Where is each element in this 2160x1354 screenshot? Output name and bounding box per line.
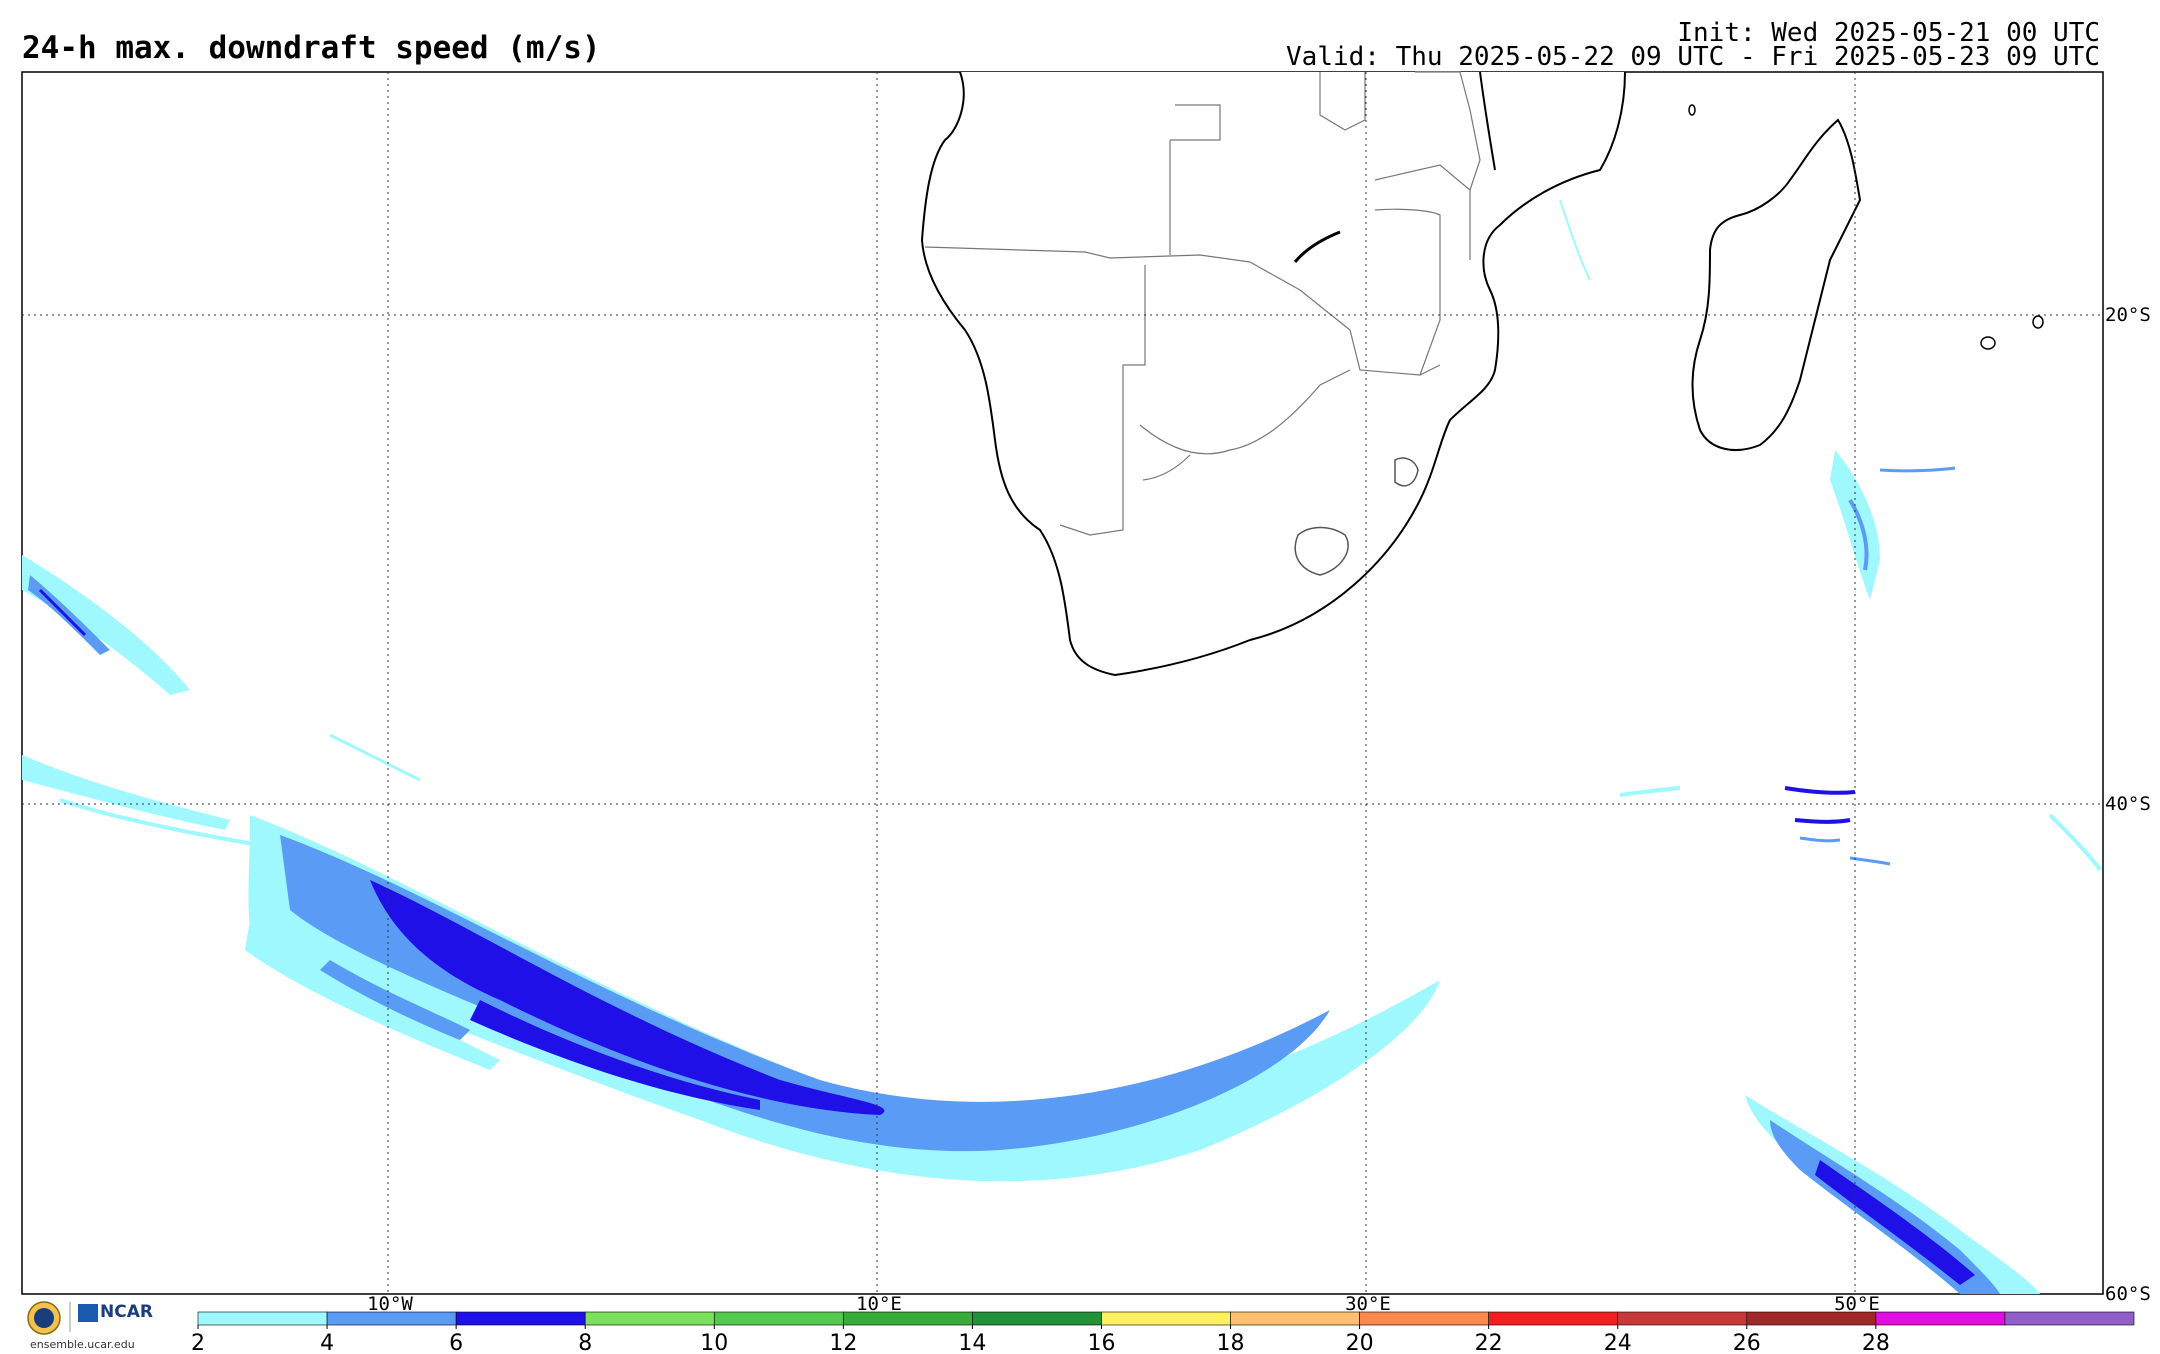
colorbar: 2 4 6 8 10 12 14 16 18 20 22 24 26 28 xyxy=(191,1311,2135,1354)
lake-kariba xyxy=(1293,230,1341,263)
lon-labels: 10°W 10°E 30°E 50°E xyxy=(367,1293,1880,1315)
chart-title: 24-h max. downdraft speed (m/s) xyxy=(22,30,601,66)
colorbar-tick-label: 2 xyxy=(191,1331,205,1354)
colorbar-segment xyxy=(1488,1311,1619,1326)
lesotho-border xyxy=(1294,526,1349,576)
lat-label: 60°S xyxy=(2105,1283,2151,1305)
colorbar-segment xyxy=(197,1311,328,1326)
mauritius-island xyxy=(2032,315,2044,329)
colorbar-tick-label: 16 xyxy=(1087,1331,1115,1354)
colorbar-segment xyxy=(713,1311,844,1326)
colorbar-tick-label: 10 xyxy=(700,1331,728,1354)
colorbar-tick-label: 8 xyxy=(578,1331,592,1354)
colorbar-tick-label: 14 xyxy=(958,1331,986,1354)
downdraft-band-southeast xyxy=(1745,1095,2040,1294)
downdraft-streaks-east xyxy=(984,78,2102,872)
graticule xyxy=(22,72,2103,1294)
colorbar-tick-label: 12 xyxy=(829,1331,857,1354)
lon-label: 10°W xyxy=(367,1293,413,1315)
eswatini-border xyxy=(1394,457,1419,487)
colorbar-tick-label: 26 xyxy=(1733,1331,1761,1354)
colorbar-segment xyxy=(972,1311,1102,1326)
branding-url: ensemble.ucar.edu xyxy=(30,1338,135,1351)
africa-coastline xyxy=(920,71,1626,677)
nsf-logo xyxy=(27,1301,98,1335)
colorbar-segment xyxy=(1230,1311,1360,1326)
colorbar-tick-label: 6 xyxy=(449,1331,463,1354)
colorbar-segment xyxy=(843,1311,973,1326)
lon-label: 50°E xyxy=(1834,1293,1880,1315)
colorbar-tick-label: 24 xyxy=(1604,1331,1632,1354)
colorbar-tick-label: 22 xyxy=(1475,1331,1503,1354)
valid-time: Valid: Thu 2025-05-22 09 UTC - Fri 2025-… xyxy=(1286,42,2100,72)
lon-label: 30°E xyxy=(1345,1293,1391,1315)
colorbar-tick-label: 28 xyxy=(1862,1331,1890,1354)
lon-label: 10°E xyxy=(856,1293,902,1315)
colorbar-segment xyxy=(1746,1311,1877,1326)
colorbar-tick-label: 20 xyxy=(1346,1331,1374,1354)
lat-label: 20°S xyxy=(2105,304,2151,326)
comoros-island xyxy=(1688,104,1696,116)
lat-labels: 20°S 40°S 60°S xyxy=(2105,304,2151,1305)
country-borders xyxy=(924,71,1481,536)
reunion-island xyxy=(1980,336,1996,350)
colorbar-segment xyxy=(1359,1311,1489,1326)
colorbar-segment xyxy=(1101,1311,1231,1326)
colorbar-segment xyxy=(1617,1311,1748,1326)
colorbar-segment xyxy=(2004,1311,2135,1326)
madagascar-coastline xyxy=(1691,118,1862,451)
colorbar-segment xyxy=(326,1311,457,1326)
init-time: Init: Wed 2025-05-21 00 UTC xyxy=(1677,18,2100,48)
downdraft-band-west xyxy=(245,815,1440,1182)
downdraft-streaks-west xyxy=(22,555,421,847)
colorbar-tick-label: 18 xyxy=(1217,1331,1245,1354)
ncar-wordmark: NCAR xyxy=(100,1302,153,1322)
colorbar-tick-label: 4 xyxy=(320,1331,334,1354)
colorbar-segment xyxy=(455,1311,586,1326)
colorbar-segment xyxy=(1875,1311,2006,1326)
ncar-logo-icon xyxy=(78,1304,98,1322)
lat-label: 40°S xyxy=(2105,793,2151,815)
lake-malawi xyxy=(1479,71,1496,171)
colorbar-segment xyxy=(584,1311,715,1326)
